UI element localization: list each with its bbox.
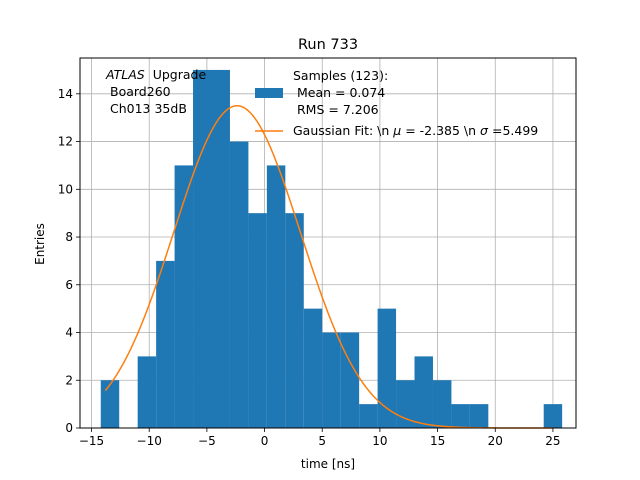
histogram-bar <box>469 404 489 428</box>
histogram-bar <box>451 404 470 428</box>
histogram-bar <box>543 404 563 428</box>
histogram-bar <box>432 380 452 428</box>
legend-samples-swatch <box>255 88 283 98</box>
x-tick-label: 15 <box>430 434 445 448</box>
histogram-bar <box>340 332 360 428</box>
x-tick-label: 20 <box>488 434 503 448</box>
y-tick-label: 2 <box>65 373 73 387</box>
histogram-bar <box>285 213 304 428</box>
histogram-bar <box>266 165 286 428</box>
atlas-label: ATLAS <box>105 67 145 82</box>
y-tick-label: 8 <box>65 230 73 244</box>
x-axis-ticks: −15 −10 −5 0 5 10 15 20 25 <box>79 428 561 448</box>
histogram-bar <box>248 213 267 428</box>
y-tick-label: 14 <box>58 87 73 101</box>
y-tick-label: 10 <box>58 182 73 196</box>
histogram-bar <box>100 380 120 428</box>
histogram-bar <box>229 141 249 428</box>
chart-title: Run 733 <box>298 37 358 53</box>
y-tick-label: 12 <box>58 135 73 149</box>
board-label: Board260 <box>110 84 171 99</box>
y-axis-ticks: 0 2 4 6 8 10 12 14 <box>58 87 80 435</box>
histogram-bar <box>174 165 194 428</box>
histogram-bar <box>193 69 212 428</box>
legend-fit-label: Gaussian Fit: \n μ = -2.385 \n σ =5.499 <box>293 123 538 138</box>
y-tick-label: 0 <box>65 421 73 435</box>
legend-samples-mean: Mean = 0.074 <box>297 85 385 100</box>
channel-label: Ch013 35dB <box>110 101 187 116</box>
histogram-bars <box>100 69 563 428</box>
histogram-bar <box>156 260 175 428</box>
y-axis-label: Entries <box>33 223 47 265</box>
x-tick-label: 25 <box>545 434 560 448</box>
y-tick-label: 4 <box>65 326 73 340</box>
histogram-bar <box>414 356 433 428</box>
x-tick-label: 10 <box>372 434 387 448</box>
histogram-bar <box>137 356 157 428</box>
histogram-bar <box>322 332 341 428</box>
x-tick-label: −10 <box>137 434 162 448</box>
x-tick-label: 0 <box>261 434 269 448</box>
x-tick-label: −15 <box>79 434 104 448</box>
legend-samples-rms: RMS = 7.206 <box>297 102 379 117</box>
legend-samples-title: Samples (123): <box>293 68 388 83</box>
x-tick-label: 5 <box>318 434 326 448</box>
svg-text:ATLAS Upgrade: ATLAS Upgrade <box>105 67 206 82</box>
histogram-bar <box>377 308 397 428</box>
atlas-annotation: ATLAS Upgrade Board260 Ch013 35dB <box>105 67 206 116</box>
plot-frame <box>79 57 577 429</box>
histogram-bar <box>211 69 230 428</box>
upgrade-label: Upgrade <box>153 67 207 82</box>
legend: Samples (123): Mean = 0.074 RMS = 7.206 … <box>255 68 538 138</box>
x-axis-label: time [ns] <box>301 457 355 471</box>
histogram-bar <box>359 404 378 428</box>
x-tick-label: −5 <box>198 434 216 448</box>
y-tick-label: 6 <box>65 278 73 292</box>
histogram-bar <box>303 308 323 428</box>
